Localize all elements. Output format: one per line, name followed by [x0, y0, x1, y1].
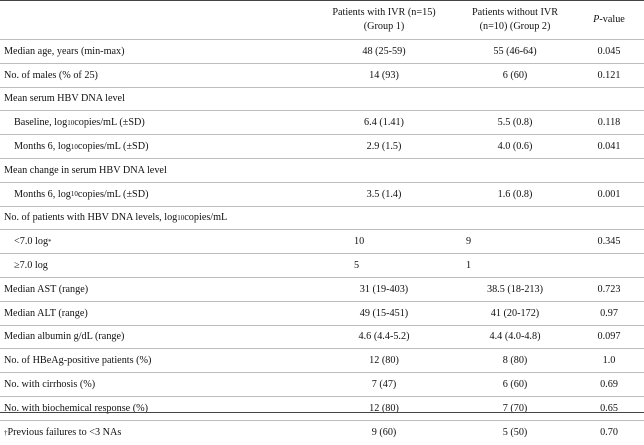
row-label: Months 6, log 10 copies/mL (±SD) [14, 141, 149, 153]
group1-value: 49 (15-451) [359, 307, 409, 319]
group1-value: 31 (19-403) [359, 283, 409, 295]
table-body: Median age, years (min-max) 48 (25-59) 5… [0, 40, 644, 445]
group1-value: 9 (60) [371, 427, 397, 439]
group2-value: 5 (50) [502, 427, 528, 439]
row-label: Baseline, log 10 copies/mL (±SD) [14, 117, 145, 129]
group2-value: 7 (70) [502, 402, 528, 414]
header-pvalue-italic: P [593, 14, 600, 25]
p-value: 0.045 [597, 45, 621, 57]
p-value: 0.345 [597, 236, 621, 248]
group1-value: 48 (25-59) [362, 45, 406, 57]
row-label: No. with cirrhosis (%) [4, 379, 96, 391]
group2-value: 55 (46-64) [493, 45, 537, 57]
table-row: Months 6, log 10 copies/mL (±SD) 3.5 (1.4)… [0, 183, 644, 207]
header-group2-line2: (n=10) (Group 2) [479, 21, 551, 32]
row-label: Median age, years (min-max) [4, 45, 125, 57]
p-value: 0.097 [597, 331, 621, 343]
p-value: 1.0 [602, 355, 616, 367]
table-row: No. with cirrhosis (%) 7 (47) 6 (60) 0.6… [0, 373, 644, 397]
group1-value: 7 (47) [371, 379, 397, 391]
row-label: <7.0 log * [14, 236, 52, 248]
group1-value: 5 [354, 260, 360, 272]
p-value: 0.69 [600, 379, 618, 391]
p-value: 0.65 [600, 402, 618, 414]
p-value [574, 254, 644, 277]
group2-value: 6 (60) [502, 379, 528, 391]
group1-value: 12 (80) [369, 355, 399, 367]
group2-value: 1.6 (0.8) [497, 188, 533, 200]
header-group1-line2: (Group 1) [363, 21, 405, 32]
group2-value: 41 (20-172) [490, 307, 540, 319]
table-top-rule [0, 0, 644, 1]
group1-value: 6.4 (1.41) [364, 117, 404, 129]
header-group1: Patients with IVR (n=15) (Group 1) [312, 2, 456, 38]
table-row: Mean change in serum HBV DNA level [0, 159, 644, 183]
group1-value: 4.6 (4.4-5.2) [358, 331, 410, 343]
table-row: No. with biochemical response (%) 12 (80… [0, 397, 644, 421]
row-label: ≥7.0 log [14, 260, 48, 272]
p-value: 0.118 [597, 117, 621, 129]
table-row: Median AST (range) 31 (19-403) 38.5 (18-… [0, 278, 644, 302]
group2-value: 6 (60) [502, 69, 528, 81]
row-label: † Previous failures to <3 NAs [4, 427, 122, 439]
row-label: Months 6, log 10 copies/mL (±SD) [14, 188, 149, 200]
group1-value: 3.5 (1.4) [366, 188, 402, 200]
p-value: 0.041 [597, 141, 621, 153]
group2-value: 9 [466, 236, 472, 248]
group1-value: 10 [354, 236, 365, 248]
header-rule [0, 39, 644, 40]
group2-value: 38.5 (18-213) [486, 283, 544, 295]
p-value: 0.001 [597, 188, 621, 200]
table-row: No. of patients with HBV DNA levels, log… [0, 207, 644, 231]
group2-value: 4.0 (0.6) [497, 141, 533, 153]
table-row: Months 6, log 10 copies/mL (±SD) 2.9 (1.5)… [0, 135, 644, 159]
header-group2: Patients without IVR (n=10) (Group 2) [456, 2, 574, 38]
table-row: Baseline, log 10 copies/mL (±SD) 6.4 (1.41… [0, 111, 644, 136]
group2-value: 1 [466, 260, 472, 272]
row-label: No. with biochemical response (%) [4, 402, 148, 414]
group1-value: 12 (80) [369, 402, 399, 414]
group2-value: 4.4 (4.0-4.8) [489, 331, 541, 343]
table-row: <7.0 log * 10 9 0.345 [0, 230, 644, 255]
p-value: 0.121 [597, 69, 621, 81]
group1-value: 2.9 (1.5) [366, 141, 402, 153]
table-row: Mean serum HBV DNA level [0, 88, 644, 112]
group1-value: 14 (93) [369, 69, 399, 81]
table-row: Median age, years (min-max) 48 (25-59) 5… [0, 40, 644, 64]
row-label: Mean change in serum HBV DNA level [4, 164, 167, 176]
row-label: Median ALT (range) [4, 307, 88, 319]
row-label: No. of males (% of 25) [4, 69, 98, 81]
header-pvalue-rest: -value [599, 14, 625, 25]
row-label: Mean serum HBV DNA level [4, 93, 125, 105]
row-label: Median albumin g/dL (range) [4, 331, 125, 343]
table-row: † Previous failures to <3 NAs 9 (60) 5 (5… [0, 421, 644, 445]
p-value: 0.70 [600, 427, 618, 439]
row-label: Median AST (range) [4, 283, 89, 295]
p-value: 0.97 [600, 307, 618, 319]
table-row: No. of HBeAg-positive patients (%) 12 (8… [0, 349, 644, 374]
header-group1-line1: Patients with IVR (n=15) [332, 7, 436, 18]
row-label: No. of patients with HBV DNA levels, log… [4, 212, 228, 224]
p-value: 0.723 [597, 283, 621, 295]
group2-value: 5.5 (0.8) [497, 117, 533, 129]
row-label: No. of HBeAg-positive patients (%) [4, 355, 152, 367]
table-row: No. of males (% of 25) 14 (93) 6 (60) 0.… [0, 64, 644, 88]
table-row: Median ALT (range) 49 (15-451) 41 (20-17… [0, 302, 644, 326]
table-row: ≥7.0 log 5 1 [0, 254, 644, 278]
group2-value: 8 (80) [502, 355, 528, 367]
table-row: Median albumin g/dL (range) 4.6 (4.4-5.2… [0, 326, 644, 350]
header-pvalue: P-value [574, 2, 644, 38]
header-group2-line1: Patients without IVR [471, 7, 559, 18]
